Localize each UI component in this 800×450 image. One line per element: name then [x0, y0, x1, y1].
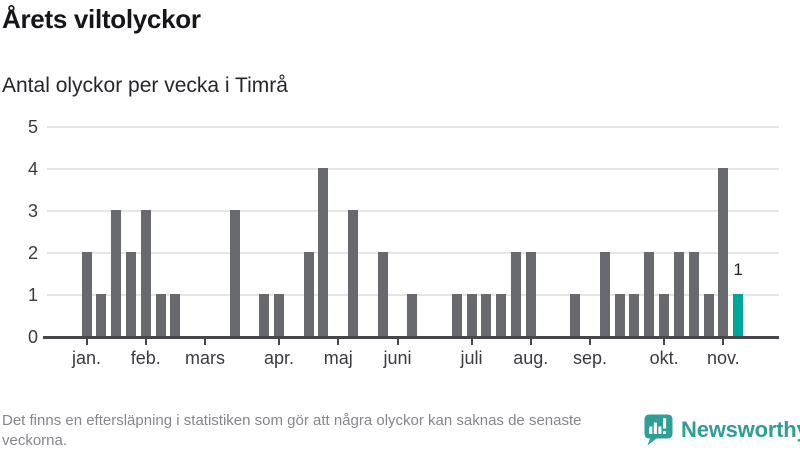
chart-subtitle: Antal olyckor per vecka i Timrå [2, 74, 288, 97]
newsworthy-bubble-chart-icon [644, 414, 673, 446]
x-tick-label-nov: nov. [706, 348, 740, 368]
bar-week-34 [570, 294, 581, 336]
x-tick-juli [470, 338, 473, 345]
bar-week-13 [259, 294, 270, 336]
bar-week-3 [111, 210, 122, 336]
bar-week-4 [125, 252, 136, 336]
x-tick-okt [663, 338, 666, 345]
bar-week-21 [377, 252, 388, 336]
x-tick-feb [144, 338, 147, 345]
bar-week-1 [81, 252, 92, 336]
x-tick-nov [722, 338, 725, 345]
y-tick-label-1: 1 [27, 285, 38, 305]
x-tick-sep [589, 338, 592, 345]
bar-week-30 [510, 252, 521, 336]
bar-week-11 [229, 210, 240, 336]
y-tick-label-4: 4 [27, 159, 38, 179]
x-tick-juni [396, 338, 399, 345]
x-axis-line [43, 336, 779, 339]
bar-chart-plot-area: 0 1 2 3 4 5 1 jan. feb. mars apr. maj juni juli aug. se… [28, 117, 779, 368]
bar-week-26 [451, 294, 462, 336]
bar-week-19 [348, 210, 359, 336]
bar-week-23 [407, 294, 418, 336]
gridline-y2 [47, 252, 779, 254]
bar-week-40 [659, 294, 670, 336]
x-tick-label-jan: jan. [71, 348, 102, 368]
bar-week-28 [481, 294, 492, 336]
x-tick-label-maj: maj [323, 348, 353, 368]
bar-week-17 [318, 168, 329, 336]
footnote: Det finns en eftersläpning i statistiken… [2, 412, 582, 449]
x-tick-label-mars: mars [184, 348, 225, 368]
x-tick-label-sep: sep. [573, 348, 608, 368]
bar-week-5 [140, 210, 151, 336]
x-tick-label-juni: juni [383, 348, 412, 368]
bar-week-43 [703, 294, 714, 336]
bar-week-29 [496, 294, 507, 336]
bar-week-14 [274, 294, 285, 336]
bar-week-7 [170, 294, 181, 336]
highlighted-bar-week-45 [733, 294, 744, 336]
y-tick-label-5: 5 [27, 117, 38, 137]
y-tick-label-0: 0 [27, 327, 38, 347]
highlighted-bar-value-label: 1 [733, 260, 743, 279]
bar-week-36 [599, 252, 610, 336]
x-tick-apr [278, 338, 281, 345]
bar-week-31 [525, 252, 536, 336]
bar-week-38 [629, 294, 640, 336]
bar-week-37 [614, 294, 625, 336]
bar-week-44 [718, 168, 729, 336]
y-tick-label-2: 2 [27, 243, 38, 263]
x-tick-label-apr: apr. [264, 348, 295, 368]
bar-week-42 [688, 252, 699, 336]
x-tick-jan [85, 338, 88, 345]
bar-week-39 [644, 252, 655, 336]
x-tick-label-feb: feb. [130, 348, 161, 368]
y-tick-label-3: 3 [27, 201, 38, 221]
x-tick-aug [529, 338, 532, 345]
chart-title: Årets viltolyckor [2, 4, 201, 34]
bar-week-16 [303, 252, 314, 336]
x-tick-maj [337, 338, 340, 345]
bar-week-41 [673, 252, 684, 336]
x-tick-label-okt: okt. [649, 348, 679, 368]
x-tick-label-juli: juli [460, 348, 483, 368]
bar-week-27 [466, 294, 477, 336]
newsworthy-logo-text: Newsworthy [681, 417, 800, 442]
x-tick-mars [203, 338, 206, 345]
gridline-y3 [47, 210, 779, 212]
bar-week-2 [96, 294, 107, 336]
bar-week-6 [155, 294, 166, 336]
gridline-y4 [47, 168, 779, 170]
x-tick-label-aug: aug. [513, 348, 549, 368]
gridline-y5 [47, 126, 779, 128]
newsworthy-logo: Newsworthy [644, 414, 800, 446]
